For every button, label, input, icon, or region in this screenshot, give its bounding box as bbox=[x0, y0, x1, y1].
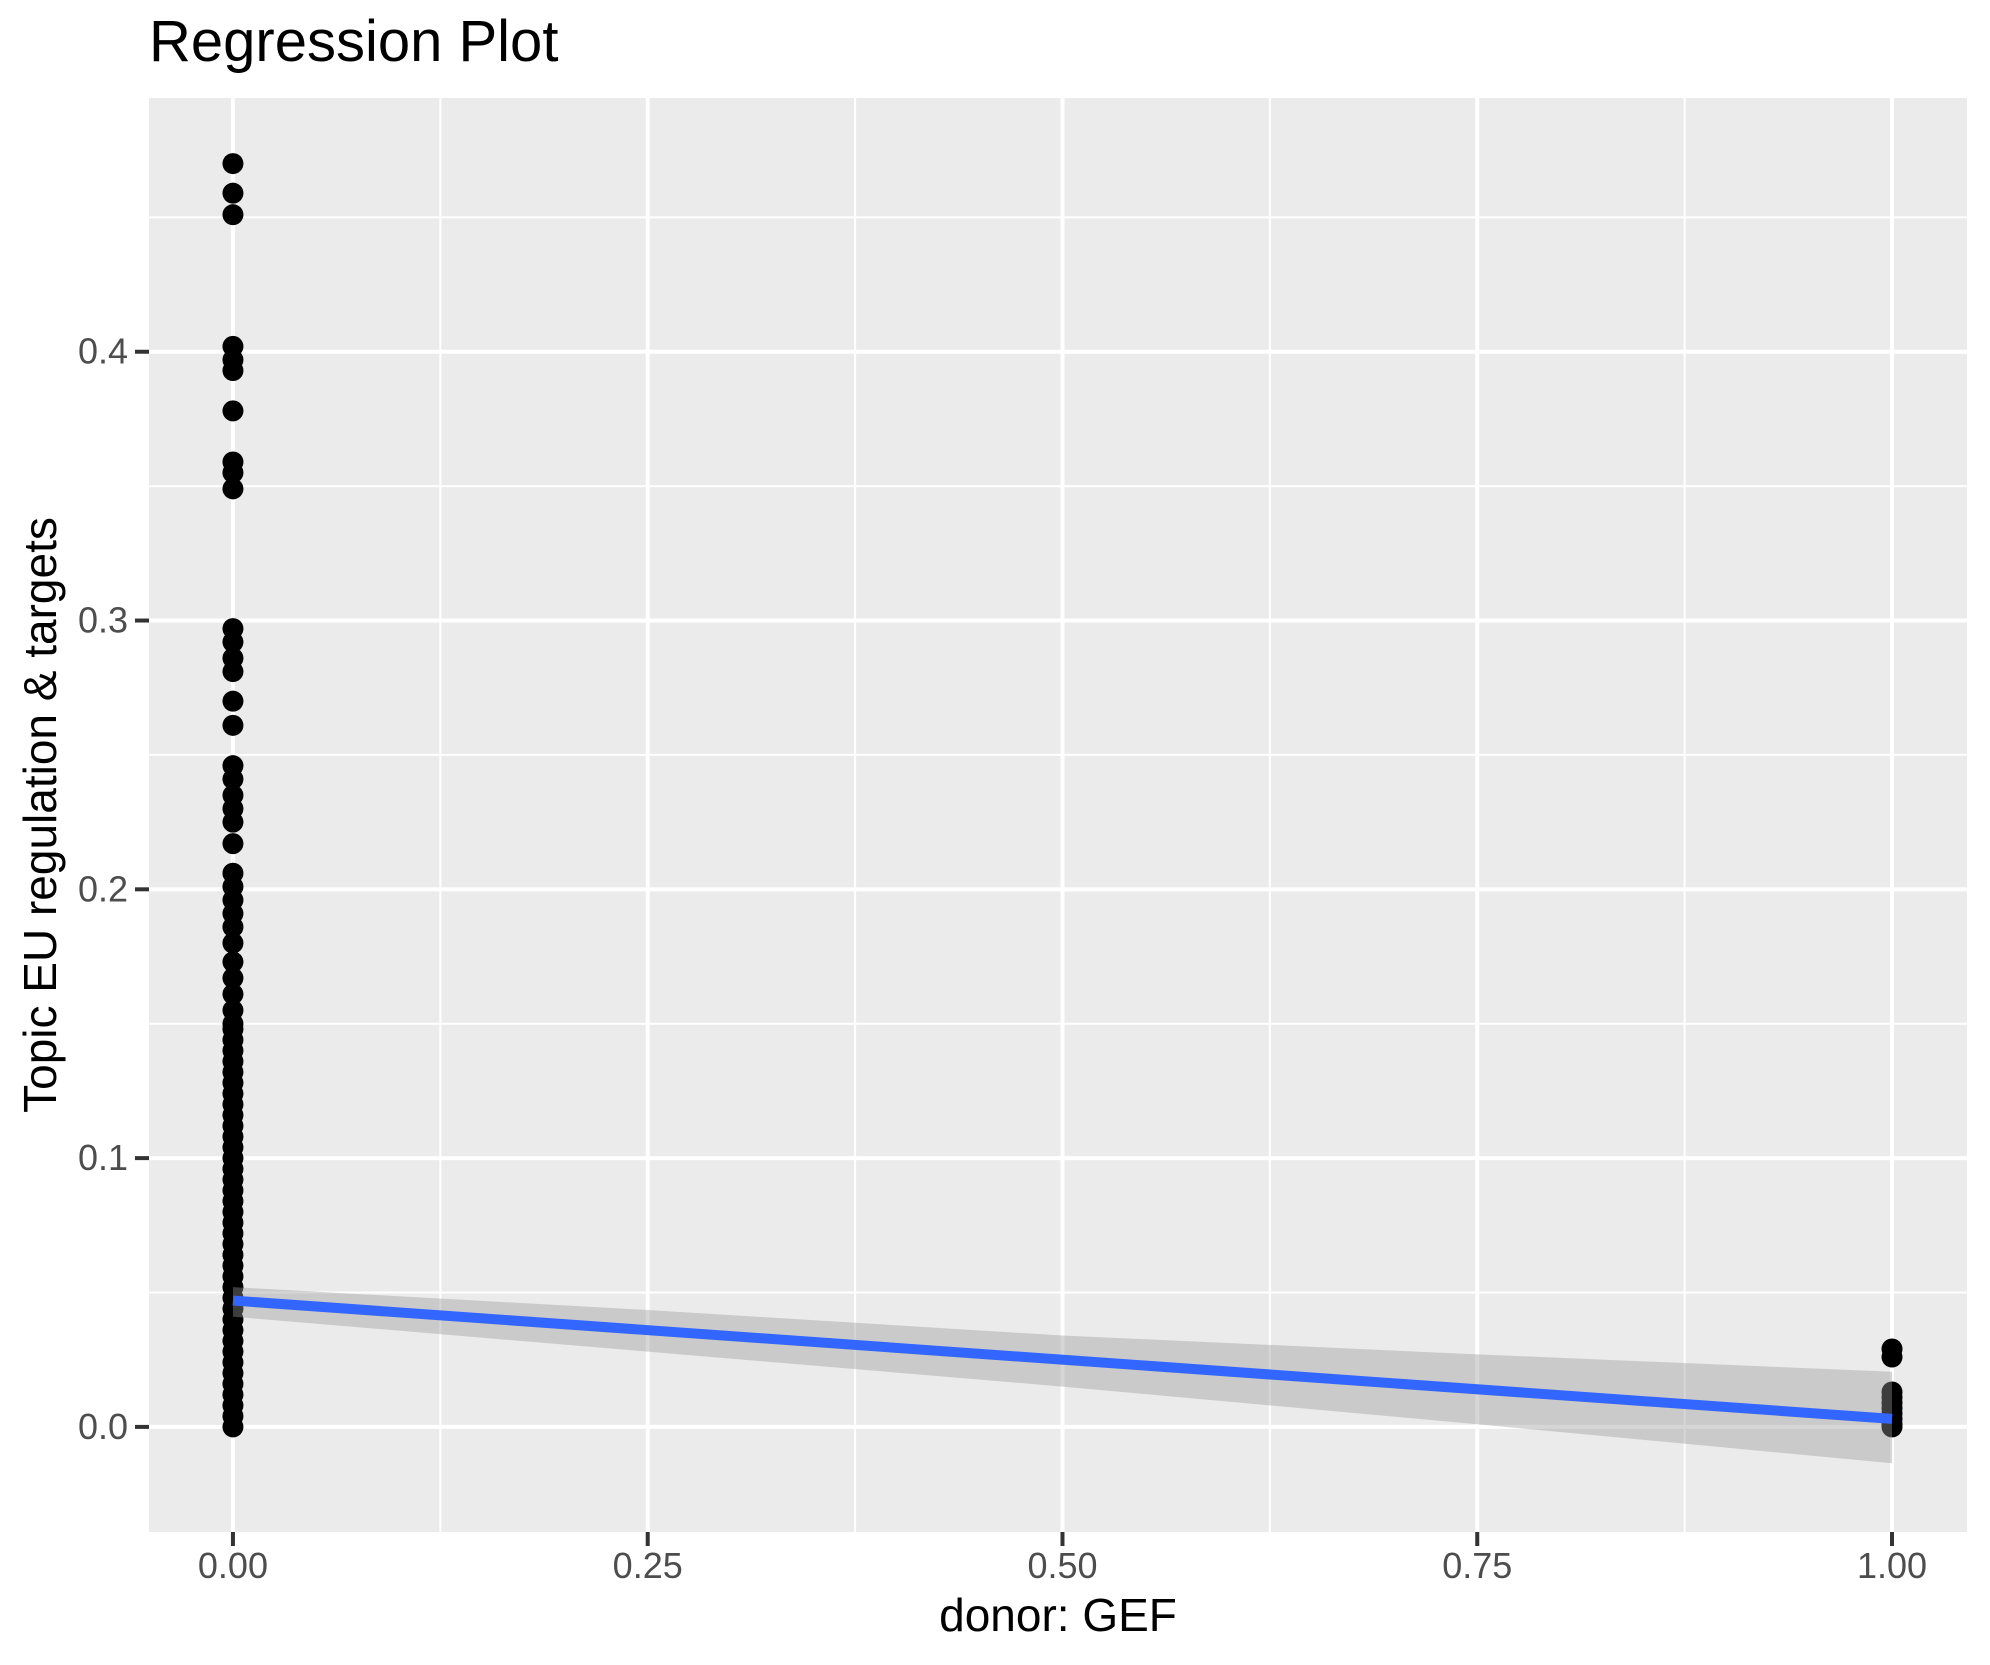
data-point bbox=[1881, 1346, 1903, 1368]
y-tick-label: 0.3 bbox=[78, 600, 128, 641]
data-point bbox=[222, 204, 244, 226]
data-point bbox=[222, 833, 244, 855]
data-point bbox=[222, 811, 244, 833]
y-tick-labels: 0.0 0.1 0.2 0.3 0.4 bbox=[78, 331, 128, 1447]
plot-title: Regression Plot bbox=[149, 9, 559, 74]
x-tick-label: 1.00 bbox=[1857, 1545, 1927, 1586]
data-point bbox=[222, 983, 244, 1005]
data-point bbox=[222, 462, 244, 484]
data-point bbox=[222, 932, 244, 954]
x-tick-label: 0.75 bbox=[1442, 1545, 1512, 1586]
data-point bbox=[222, 153, 244, 175]
data-point bbox=[222, 400, 244, 422]
y-tick-label: 0.2 bbox=[78, 868, 128, 909]
data-point bbox=[222, 478, 244, 500]
y-tick-label: 0.1 bbox=[78, 1137, 128, 1178]
gridlines-major bbox=[149, 98, 1967, 1532]
data-point bbox=[222, 768, 244, 790]
x-tick-labels: 0.00 0.25 0.50 0.75 1.00 bbox=[198, 1545, 1927, 1586]
axis-ticks bbox=[135, 349, 1895, 1546]
data-point bbox=[222, 631, 244, 653]
data-point bbox=[222, 661, 244, 683]
data-point bbox=[222, 916, 244, 938]
data-point bbox=[222, 690, 244, 712]
x-tick-label: 0.50 bbox=[1027, 1545, 1097, 1586]
data-point bbox=[222, 182, 244, 204]
x-axis-title: donor: GEF bbox=[939, 1589, 1177, 1641]
gridlines-minor bbox=[149, 98, 1967, 1532]
x-tick-label: 0.25 bbox=[613, 1545, 683, 1586]
data-point bbox=[222, 967, 244, 989]
data-point bbox=[222, 360, 244, 382]
data-point bbox=[222, 951, 244, 973]
y-tick-label: 0.0 bbox=[78, 1406, 128, 1447]
x-tick-label: 0.00 bbox=[198, 1545, 268, 1586]
data-point bbox=[222, 714, 244, 736]
data-point bbox=[222, 1416, 244, 1438]
y-tick-label: 0.4 bbox=[78, 331, 128, 372]
regression-line bbox=[232, 1295, 1893, 1424]
